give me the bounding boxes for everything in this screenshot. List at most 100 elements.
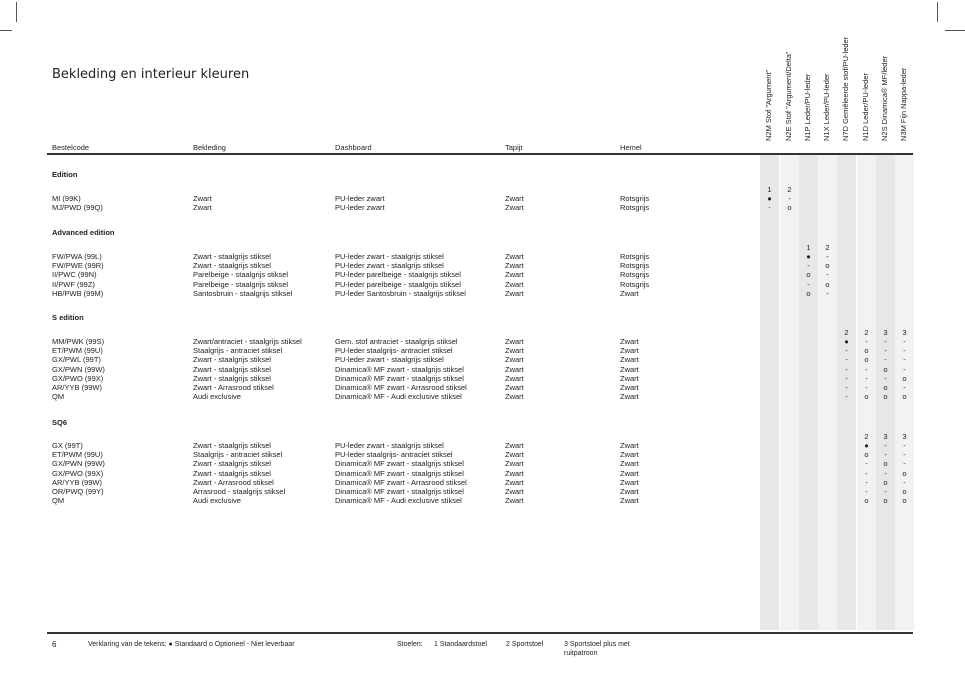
availability-mark: -	[845, 383, 848, 392]
table-cell-dashboard: PU-leder parelbeige - staalgrijs stiksel	[335, 270, 461, 280]
crop-mark	[0, 30, 12, 31]
table-cell-tapijt: Zwart	[505, 194, 524, 203]
table-cell-dashboard: PU-leder zwart - staalgrijs stiksel	[335, 252, 444, 261]
availability-mark: ●	[767, 194, 772, 203]
table-cell-dashboard: PU-leder Santosbruin - staalgrijs stikse…	[335, 288, 466, 298]
seat-type-number: 3	[902, 432, 907, 441]
table-cell-code: II/PWF (99Z)	[52, 279, 95, 289]
column-stripe	[895, 154, 914, 630]
table-cell-tapijt: Zwart	[505, 288, 524, 298]
availability-mark: o	[787, 203, 792, 213]
table-cell-code: GX/PWO (99X)	[52, 468, 104, 478]
availability-mark: o	[902, 468, 907, 478]
table-cell-dashboard: PU-leder zwart - staalgrijs stiksel	[335, 441, 444, 450]
table-cell-bekleding: Audi exclusive	[193, 496, 241, 506]
table-cell-hemel: Zwart	[620, 477, 639, 487]
availability-mark: -	[903, 383, 906, 392]
availability-mark: -	[826, 270, 829, 280]
availability-mark: -	[884, 441, 887, 450]
table-cell-code: FW/PWA (99L)	[52, 252, 102, 261]
table-cell-tapijt: Zwart	[505, 261, 524, 271]
table-cell-dashboard: PU-leder zwart - staalgrijs stiksel	[335, 261, 444, 271]
availability-mark: -	[903, 364, 906, 374]
availability-mark: -	[865, 477, 868, 487]
table-cell-bekleding: Zwart - staalgrijs stiksel	[193, 261, 271, 271]
table-cell-code: OR/PWQ (99Y)	[52, 487, 104, 496]
table-cell-tapijt: Zwart	[505, 279, 524, 289]
table-cell-bekleding: Zwart/antraciet - staalgrijs stiksel	[193, 337, 302, 346]
seat-type-2: 2 Sportstoel	[506, 641, 544, 648]
table-cell-bekleding: Zwart - staalgrijs stiksel	[193, 373, 271, 383]
table-cell-bekleding: Zwart - staalgrijs stiksel	[193, 468, 271, 478]
table-cell-bekleding: Zwart - staalgrijs stiksel	[193, 459, 271, 469]
upholstery-column-label: N7D Gemêleerde stof/PU-leder	[841, 36, 850, 141]
availability-mark: -	[826, 252, 829, 261]
availability-mark: o	[902, 487, 907, 496]
availability-mark: -	[807, 261, 810, 271]
availability-mark: o	[902, 373, 907, 383]
availability-mark: o	[806, 270, 811, 280]
availability-mark: ●	[864, 441, 869, 450]
legend: Verklaring van de tekens: ● Standaard o …	[88, 641, 295, 648]
availability-mark: -	[826, 288, 829, 298]
availability-mark: -	[903, 477, 906, 487]
table-cell-hemel: Zwart	[620, 459, 639, 469]
footer-rule	[47, 632, 913, 634]
table-cell-hemel: Zwart	[620, 373, 639, 383]
column-stripe	[837, 154, 856, 630]
table-cell-hemel: Zwart	[620, 496, 639, 506]
availability-mark: -	[884, 346, 887, 356]
table-cell-bekleding: Parelbeige - staalgrijs stiksel	[193, 279, 289, 289]
seat-type-number: 2	[844, 328, 849, 337]
header-hemel: Hemel	[620, 143, 642, 152]
seat-type-number: 2	[864, 328, 869, 337]
table-cell-dashboard: Dinamica® MF zwart - staalgrijs stiksel	[335, 468, 464, 478]
table-cell-tapijt: Zwart	[505, 392, 524, 402]
table-cell-code: GX/PWN (99W)	[52, 459, 105, 469]
header-tapijt: Tapijt	[505, 143, 523, 152]
availability-mark: -	[903, 441, 906, 450]
table-cell-code: ET/PWM (99U)	[52, 450, 103, 460]
column-stripe	[760, 154, 779, 630]
availability-mark: o	[883, 496, 888, 506]
availability-mark: o	[883, 364, 888, 374]
table-cell-bekleding: Zwart - staalgrijs stiksel	[193, 355, 271, 365]
table-cell-code: ET/PWM (99U)	[52, 346, 103, 356]
availability-mark: o	[825, 261, 830, 271]
table-cell-tapijt: Zwart	[505, 441, 524, 450]
table-cell-dashboard: Dinamica® MF zwart - Arrasrood stiksel	[335, 477, 467, 487]
table-cell-bekleding: Arrasrood - staalgrijs stiksel	[193, 487, 286, 496]
table-cell-bekleding: Parelbeige - staalgrijs stiksel	[193, 270, 289, 280]
seat-type-number: 2	[864, 432, 869, 441]
table-cell-code: GX (99T)	[52, 441, 83, 450]
table-cell-hemel: Zwart	[620, 288, 639, 298]
table-cell-dashboard: PU-leder staalgrijs- antraciet stiksel	[335, 346, 453, 356]
availability-mark: o	[864, 450, 869, 460]
availability-mark: -	[845, 392, 848, 402]
table-cell-tapijt: Zwart	[505, 337, 524, 346]
table-cell-bekleding: Staalgrijs - antraciet stiksel	[193, 346, 283, 356]
seat-type-number: 1	[767, 185, 772, 194]
page-title: Bekleding en interieur kleuren	[52, 67, 250, 82]
availability-mark: -	[807, 279, 810, 289]
table-cell-code: MM/PWK (99S)	[52, 337, 105, 346]
availability-mark: -	[865, 337, 868, 346]
availability-mark: -	[903, 450, 906, 460]
availability-mark: o	[902, 496, 907, 506]
section-heading: S edition	[52, 313, 84, 322]
table-cell-hemel: Rotsgrijs	[620, 252, 650, 261]
availability-mark: o	[883, 477, 888, 487]
table-cell-hemel: Zwart	[620, 468, 639, 478]
table-cell-dashboard: Dinamica® MF zwart - staalgrijs stiksel	[335, 364, 464, 374]
table-cell-tapijt: Zwart	[505, 203, 524, 213]
table-cell-hemel: Zwart	[620, 346, 639, 356]
table-cell-tapijt: Zwart	[505, 477, 524, 487]
availability-mark: o	[902, 392, 907, 402]
seat-type-number: 2	[787, 185, 792, 194]
seat-type-number: 3	[883, 432, 888, 441]
table-cell-code: GX/PWL (99T)	[52, 355, 101, 365]
table-cell-hemel: Zwart	[620, 441, 639, 450]
table-cell-tapijt: Zwart	[505, 459, 524, 469]
availability-mark: -	[865, 373, 868, 383]
